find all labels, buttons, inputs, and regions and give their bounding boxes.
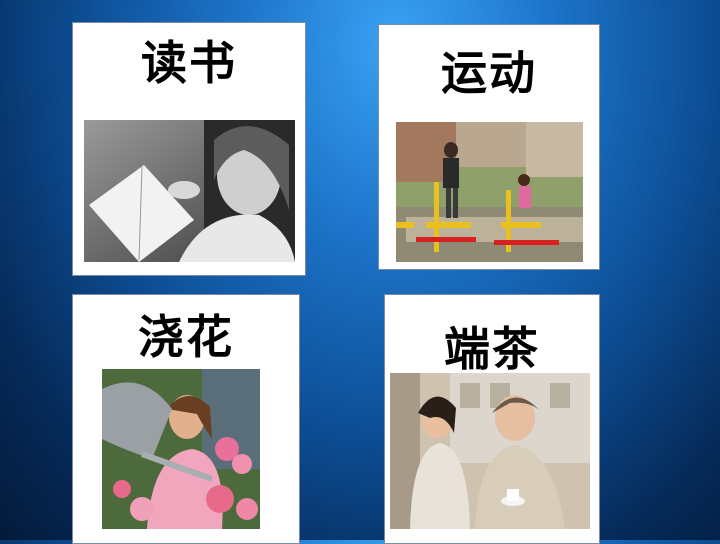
photo-girl-watering [102, 369, 260, 529]
card-serving-tea: 端茶 [384, 294, 600, 544]
photo-girl-reading [84, 120, 295, 262]
card-label-reading: 读书 [141, 36, 237, 90]
card-exercise: 运动 [378, 24, 600, 270]
card-label-serving-tea: 端茶 [444, 322, 540, 376]
photo-girl-serving-tea [390, 373, 590, 529]
card-label-watering: 浇花 [138, 310, 234, 364]
card-reading: 读书 [72, 22, 306, 276]
card-watering: 浇花 [72, 294, 300, 544]
card-label-exercise: 运动 [441, 46, 537, 100]
photo-exercising [396, 122, 583, 262]
